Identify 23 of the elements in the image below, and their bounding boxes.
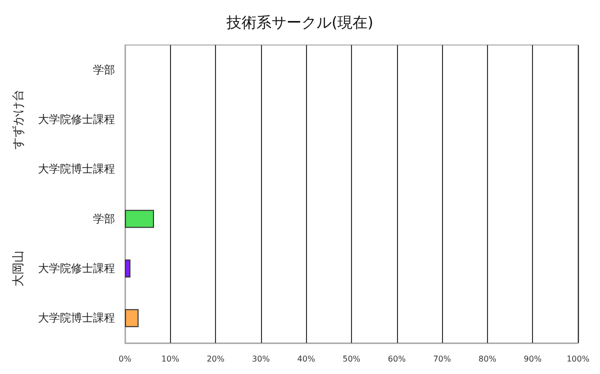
x-tick-label: 0%	[118, 354, 132, 364]
y-tick-label: 学部	[93, 212, 115, 226]
x-tick-label: 20%	[206, 354, 225, 364]
bar	[125, 309, 139, 328]
x-tick-label: 50%	[342, 354, 361, 364]
bar	[125, 210, 154, 228]
y-tick-label: 大学院修士課程	[38, 113, 115, 126]
x-tick-label: 10%	[161, 354, 180, 364]
y-tick-label: 大学院博士課程	[38, 312, 115, 325]
text: すずかけ台	[11, 90, 25, 150]
x-tick-label: 80%	[478, 354, 497, 364]
text: 大岡山	[11, 250, 25, 286]
y-tick-label: 学部	[93, 63, 115, 76]
x-tick-label: 100%	[566, 354, 590, 364]
chart-title: 技術系サークル(現在)	[226, 14, 374, 32]
x-tick-label: 40%	[297, 354, 316, 364]
x-tick-label: 60%	[388, 354, 406, 364]
y-tick-label: 大学院博士課程	[38, 162, 115, 176]
x-tick-label: 90%	[524, 354, 542, 364]
x-tick-label: 30%	[252, 354, 270, 364]
bar	[125, 260, 130, 278]
x-tick-label: 70%	[433, 354, 452, 364]
y-tick-label: 大学院修士課程	[38, 262, 115, 275]
